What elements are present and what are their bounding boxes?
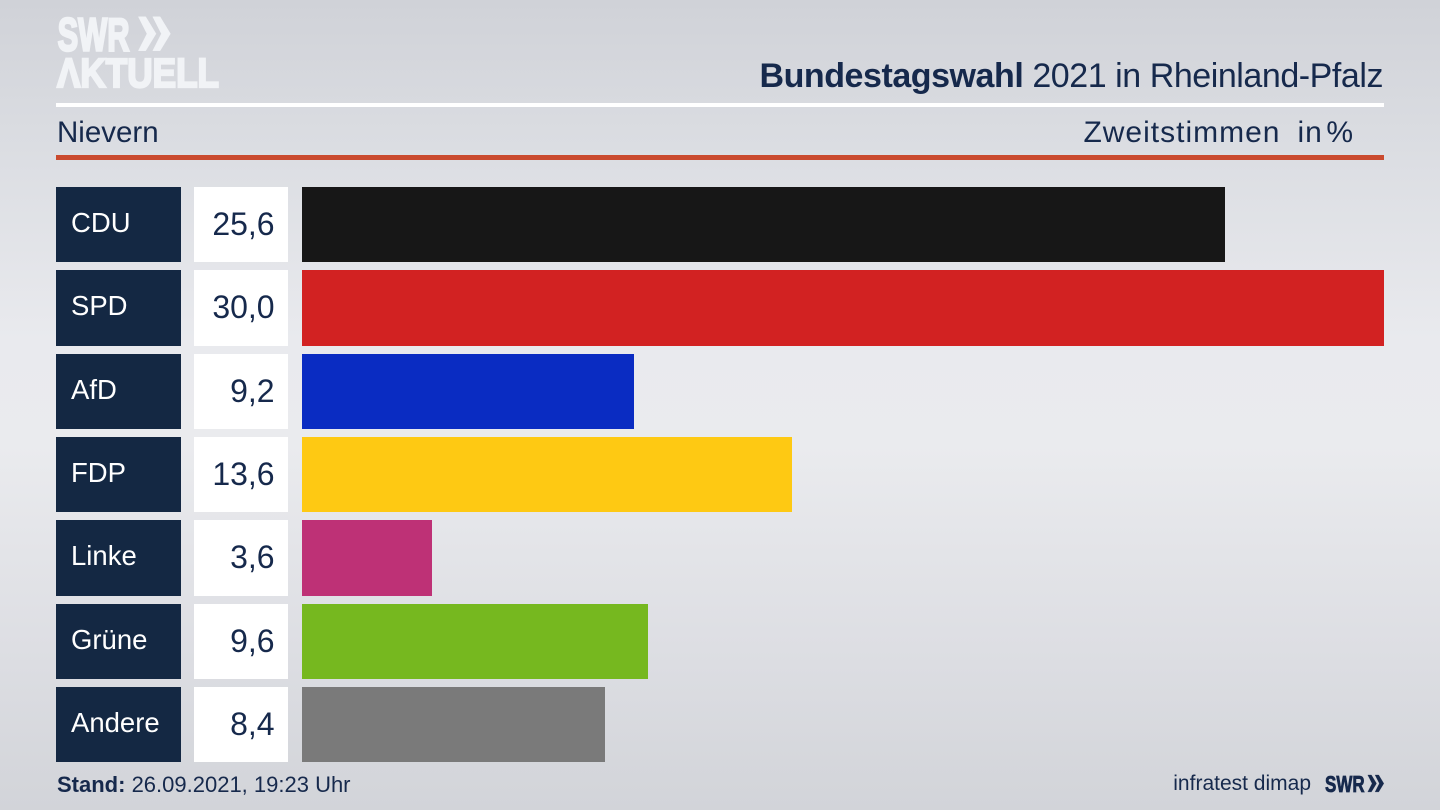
- svg-text:SWR: SWR: [58, 9, 130, 61]
- svg-text:SWR: SWR: [1325, 771, 1365, 797]
- svg-text:ΛKTUELL: ΛKTUELL: [57, 50, 219, 96]
